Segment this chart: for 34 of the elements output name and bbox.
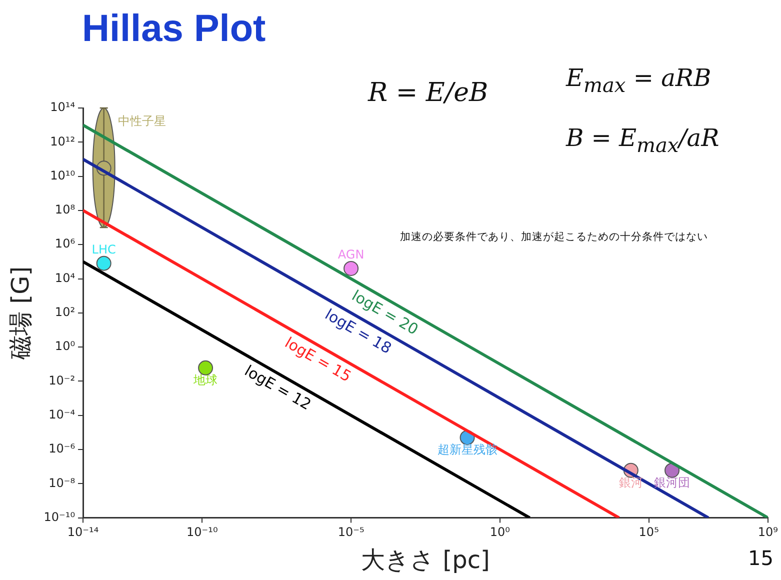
y-tick-label: 10¹⁰ bbox=[50, 168, 76, 182]
series-label: 銀河 bbox=[618, 475, 643, 490]
annotation: B = E$_{max}$/aR bbox=[566, 124, 720, 157]
y-axis-title: 磁場 [G] bbox=[6, 266, 35, 360]
y-tick-label: 10⁰ bbox=[54, 339, 76, 354]
series-label: LHC bbox=[92, 242, 116, 256]
x-tick-label: 10⁻¹⁴ bbox=[67, 525, 99, 540]
x-tick-label: 10⁵ bbox=[638, 525, 660, 540]
y-tick-label: 10⁻¹⁰ bbox=[44, 510, 76, 524]
series-label: 超新星残骸 bbox=[437, 442, 498, 457]
annotation: 加速の必要条件であり、加速が起こるための十分条件ではない bbox=[400, 230, 708, 244]
series-label: AGN bbox=[338, 248, 364, 262]
series-label: 地球 bbox=[192, 373, 218, 388]
y-tick-label: 10⁻⁸ bbox=[48, 476, 76, 490]
y-tick-label: 10⁻⁶ bbox=[48, 442, 76, 456]
text: E$_{max}$ = aRB bbox=[566, 64, 712, 97]
y-tick-label: 10⁸ bbox=[54, 202, 76, 217]
y-tick-label: 10² bbox=[54, 305, 76, 320]
y-tick-label: 10⁻² bbox=[48, 373, 76, 388]
x-tick-label: 10⁻¹⁰ bbox=[186, 525, 218, 540]
text: 15 bbox=[748, 546, 774, 570]
y-tick-label: 10¹² bbox=[50, 134, 76, 148]
x-tick-label: 10⁰ bbox=[490, 525, 510, 540]
y-tick-label: 10⁴ bbox=[54, 270, 76, 285]
text: R = E/eB bbox=[368, 78, 488, 108]
y-tick-label: 10⁶ bbox=[54, 236, 76, 251]
y-tick-label: 10¹⁴ bbox=[50, 100, 76, 114]
series-label: 銀河団 bbox=[654, 475, 690, 490]
x-tick-label: 10⁻⁵ bbox=[338, 525, 364, 540]
chart-title: Hillas Plot bbox=[82, 8, 266, 51]
x-tick-label: 10⁹ bbox=[758, 525, 778, 540]
text: 中性子星 bbox=[118, 114, 166, 128]
x-axis-title: 大きさ [pc] bbox=[361, 546, 490, 574]
y-tick-label: 10⁻⁴ bbox=[48, 407, 76, 422]
